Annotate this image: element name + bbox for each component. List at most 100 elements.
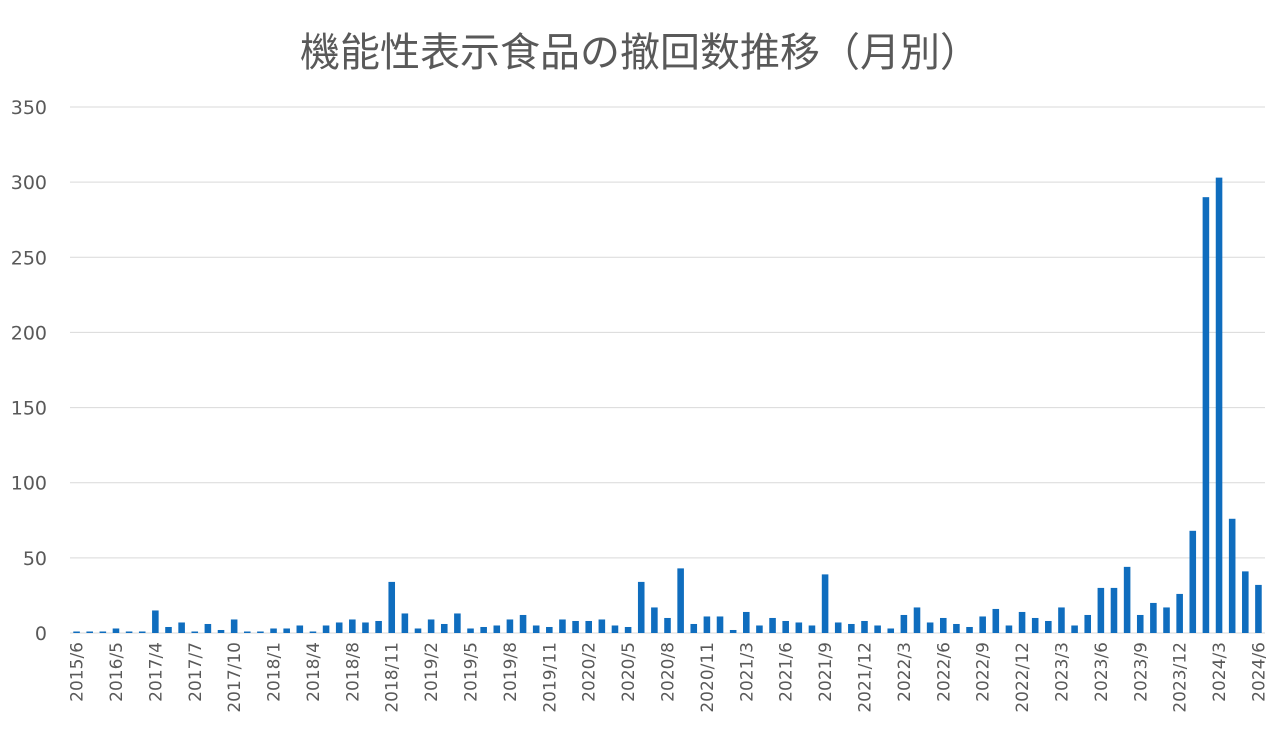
bar (165, 626, 172, 633)
x-tick-label: 2020/5 (619, 642, 639, 702)
bar (244, 631, 251, 633)
bar (112, 628, 120, 633)
bar (1110, 587, 1118, 633)
bar (1136, 614, 1144, 633)
bar (677, 568, 684, 633)
bar (349, 619, 356, 633)
bar (585, 620, 592, 633)
bar (1018, 611, 1026, 633)
bar (257, 631, 264, 633)
bar (1058, 607, 1065, 633)
bar (283, 628, 290, 633)
bar (270, 628, 277, 633)
bar (966, 626, 973, 633)
bar (782, 620, 789, 633)
bar (572, 620, 579, 633)
bar (440, 623, 448, 633)
bar (598, 619, 606, 633)
bar (322, 625, 330, 633)
bar (939, 617, 947, 633)
bar (493, 625, 501, 633)
bar (756, 625, 763, 633)
bar (611, 625, 619, 633)
bar (1242, 571, 1249, 633)
bar (86, 631, 93, 633)
bar (375, 620, 382, 633)
bar (1045, 620, 1052, 633)
bar (1163, 607, 1170, 633)
bar (546, 626, 553, 633)
y-tick-label: 0 (35, 623, 47, 645)
bar (1255, 584, 1262, 633)
bar (99, 631, 107, 633)
bar (138, 631, 146, 633)
bar (926, 622, 934, 633)
bar (743, 611, 750, 633)
x-tick-label: 2016/5 (107, 642, 127, 702)
bar (362, 622, 369, 633)
x-tick-label: 2017/4 (146, 642, 166, 702)
x-tick-label: 2017/7 (186, 642, 206, 702)
bar (887, 628, 895, 633)
bar (979, 616, 986, 633)
x-tick-label: 2023/9 (1131, 642, 1151, 702)
x-tick-label: 2015/6 (68, 642, 88, 702)
bar (1071, 625, 1078, 633)
bar (388, 581, 396, 633)
x-tick-label: 2021/12 (855, 642, 875, 713)
bar (401, 613, 409, 633)
bar (480, 626, 487, 633)
bar (559, 619, 566, 633)
x-tick-label: 2022/12 (1013, 642, 1033, 713)
bar (1123, 566, 1131, 633)
bar (506, 619, 514, 633)
x-tick-label: 2022/3 (895, 642, 915, 702)
bar (309, 631, 317, 633)
bar (992, 608, 1000, 633)
x-tick-label: 2019/8 (501, 642, 521, 702)
bar (519, 614, 527, 633)
bar (769, 617, 776, 633)
y-tick-label: 150 (11, 398, 47, 420)
bar (191, 631, 199, 633)
bar (230, 619, 238, 633)
bar (624, 626, 632, 633)
bar (1084, 614, 1092, 633)
bar (414, 628, 422, 633)
bar (454, 613, 461, 633)
x-tick-label: 2024/3 (1210, 642, 1230, 702)
bar (874, 625, 881, 633)
x-tick-label: 2023/6 (1092, 642, 1112, 702)
bar (335, 622, 343, 633)
bar (716, 616, 724, 633)
y-tick-label: 300 (11, 172, 47, 194)
bar (1031, 617, 1039, 633)
bar (664, 617, 671, 633)
bar (1228, 518, 1236, 633)
x-tick-label: 2021/3 (737, 642, 757, 702)
bar (690, 623, 698, 633)
y-tick-label: 100 (11, 473, 47, 495)
bar (861, 620, 868, 633)
bar (467, 628, 474, 633)
bar (1189, 530, 1197, 633)
x-tick-label: 2019/2 (422, 642, 442, 702)
bar (637, 581, 645, 633)
bar (848, 623, 855, 633)
bar (217, 629, 225, 633)
y-tick-label: 200 (11, 322, 47, 344)
bar (651, 607, 658, 633)
bar (204, 623, 212, 633)
x-tick-label: 2020/11 (698, 642, 718, 713)
bar (1202, 197, 1210, 634)
bar (296, 625, 304, 633)
bar (73, 631, 80, 633)
x-tick-label: 2022/6 (934, 642, 954, 702)
x-tick-label: 2020/8 (659, 642, 679, 702)
x-tick-label: 2022/9 (974, 642, 994, 702)
x-tick-label: 2020/2 (580, 642, 600, 702)
bar (178, 622, 185, 633)
x-tick-label: 2017/10 (225, 642, 245, 713)
bar (427, 619, 435, 633)
